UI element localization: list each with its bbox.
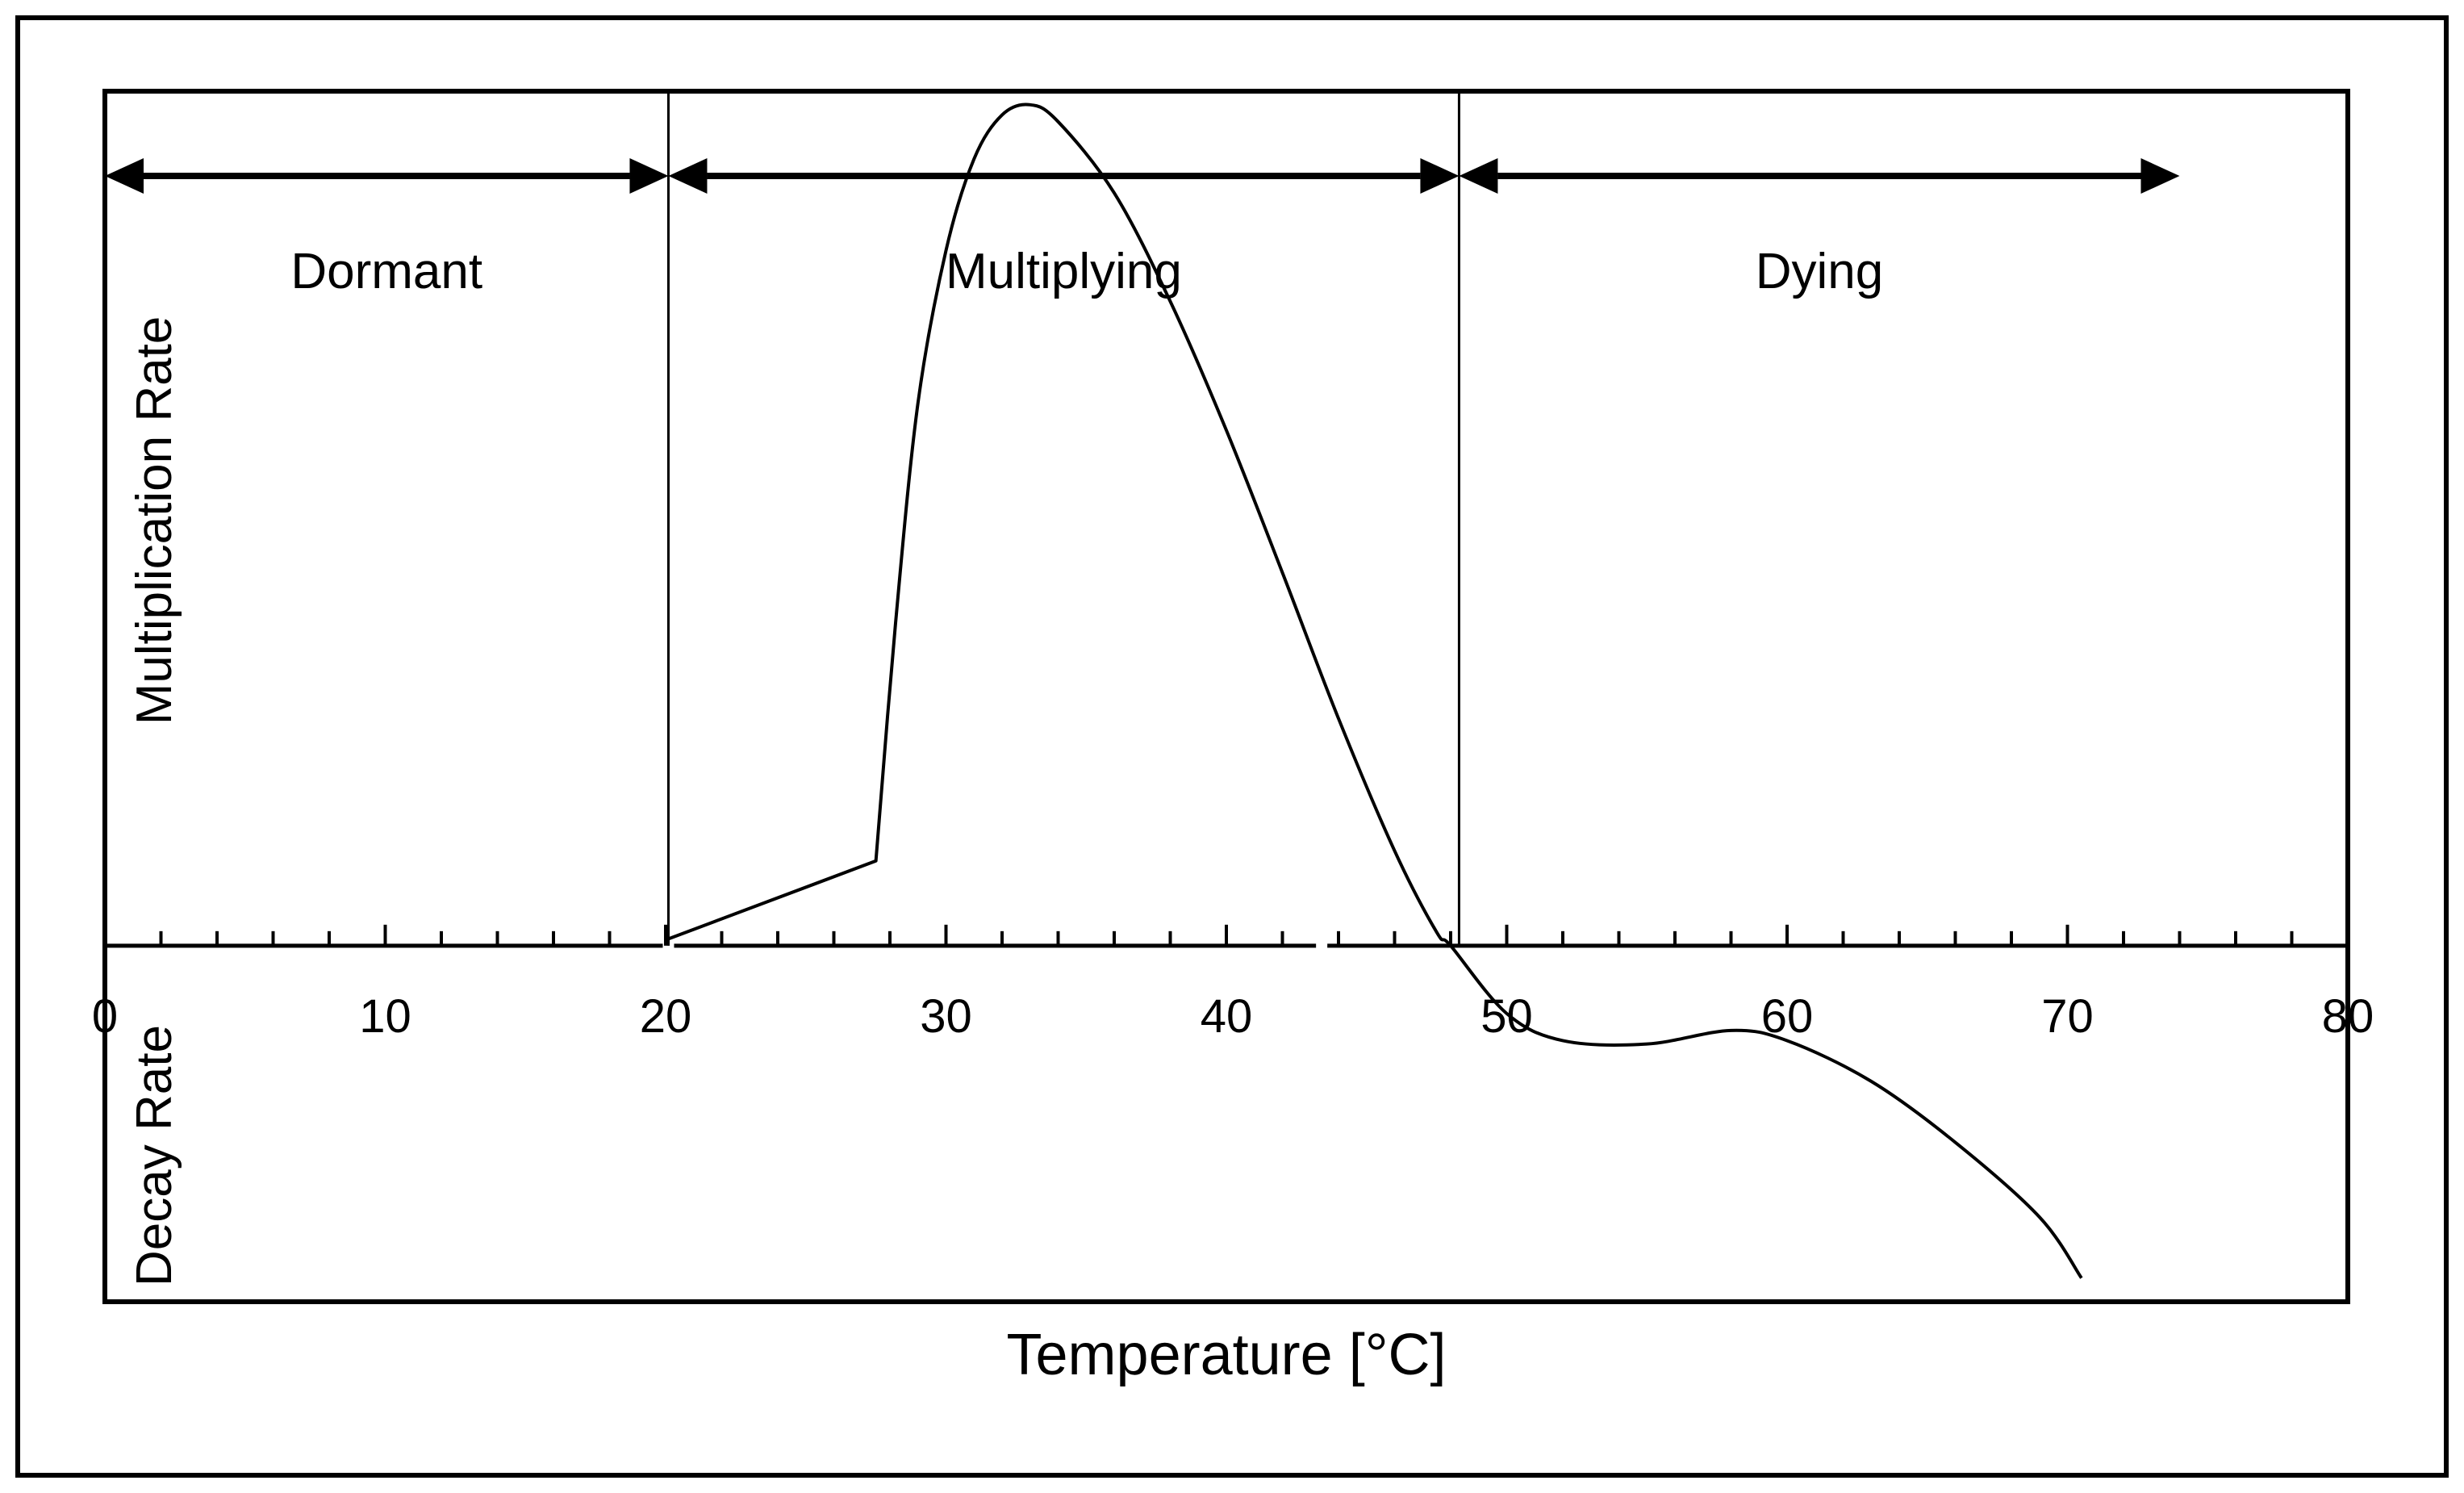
plot-area <box>102 89 2350 1304</box>
region-arrow-head-right <box>629 158 669 194</box>
region-arrow <box>668 158 1460 194</box>
y-axis-title-bottom: Decay Rate <box>127 1025 182 1286</box>
region-arrow-head-right <box>1420 158 1460 194</box>
x-tick-label: 30 <box>920 990 972 1043</box>
region-arrow-head-left <box>1459 158 1498 194</box>
region-arrow-head-left <box>105 158 144 194</box>
x-tick-label: 80 <box>2322 990 2374 1043</box>
x-tick-label: 20 <box>640 990 692 1043</box>
x-tick-label: 10 <box>359 990 411 1043</box>
region-label-dormant: Dormant <box>290 244 482 299</box>
x-axis-title: Temperature [°C] <box>1007 1323 1447 1387</box>
region-arrow-head-left <box>668 158 708 194</box>
x-tick-label: 0 <box>92 990 118 1043</box>
x-tick-label: 40 <box>1201 990 1253 1043</box>
region-label-multiplying: Multiplying <box>946 244 1182 299</box>
x-tick-label: 70 <box>2041 990 2094 1043</box>
region-label-dying: Dying <box>1756 244 1884 299</box>
y-axis-title-top: Multiplication Rate <box>127 316 182 726</box>
region-arrow-head-right <box>2140 158 2180 194</box>
region-arrow <box>1459 158 2180 194</box>
series-line-rate <box>667 102 2083 1279</box>
x-tick-label: 50 <box>1480 990 1533 1043</box>
outer-frame <box>15 15 2449 1478</box>
region-arrow <box>105 158 669 194</box>
